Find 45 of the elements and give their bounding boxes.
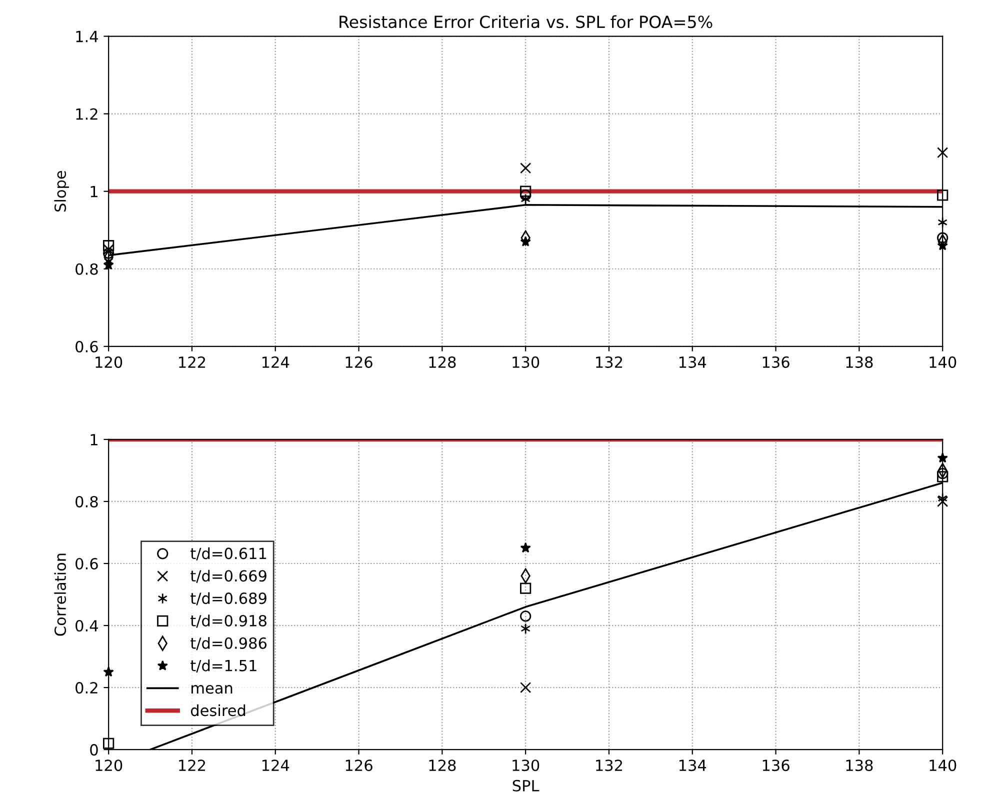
x-tick-label: 126 (346, 356, 372, 368)
y-tick-label: 0.4 (76, 620, 98, 632)
y-tick-label: 1.4 (76, 30, 98, 42)
x-tick-label: 130 (512, 760, 540, 772)
y-tick-label: 1.2 (76, 108, 98, 120)
legend-label: t/d=1.51 (190, 660, 256, 673)
legend-label: desired (190, 704, 246, 716)
x-tick-label: 120 (96, 356, 122, 368)
y-axis-title: Slope (54, 170, 69, 212)
y-tick-label: 1 (90, 434, 98, 446)
x-tick-label: 136 (762, 356, 790, 368)
y-tick-label: 0.6 (76, 558, 98, 570)
x-tick-label: 136 (762, 760, 790, 772)
y-tick-label: 0.8 (76, 263, 98, 275)
x-tick-label: 126 (346, 760, 372, 772)
legend-label: t/d=0.918 (190, 614, 266, 628)
x-tick-label: 122 (179, 760, 206, 771)
y-tick-label: 0.8 (76, 496, 98, 508)
legend-label: mean (192, 685, 232, 694)
x-tick-label: 138 (846, 760, 873, 772)
x-axis-title: SPL (512, 780, 540, 792)
x-tick-label: 134 (679, 356, 706, 368)
legend-label: t/d=0.689 (190, 592, 266, 606)
y-tick-label: 0.2 (76, 682, 98, 694)
x-tick-label: 124 (262, 760, 290, 771)
x-tick-label: 120 (96, 760, 122, 772)
y-tick-label: 0.6 (76, 340, 98, 352)
x-tick-label: 132 (596, 356, 622, 368)
x-tick-label: 122 (179, 356, 206, 368)
x-tick-label: 140 (930, 356, 956, 368)
x-tick-label: 134 (679, 760, 706, 772)
x-tick-label: 128 (429, 760, 456, 772)
legend-label: t/d=0.611 (190, 547, 266, 560)
chart-title: Resistance Error Criteria vs. SPL for POA=5% (340, 15, 712, 28)
y-tick-label: 0 (90, 744, 98, 756)
x-tick-label: 130 (512, 356, 540, 368)
x-tick-label: 124 (262, 356, 290, 368)
x-tick-label: 140 (930, 760, 956, 772)
y-tick-label: 1 (90, 186, 98, 198)
y-axis-title: Correlation (54, 554, 66, 636)
x-tick-label: 138 (846, 356, 873, 368)
legend-label: t/d=0.669 (190, 570, 266, 583)
x-tick-label: 128 (429, 356, 456, 368)
legend-label: t/d=0.986 (190, 637, 267, 650)
x-tick-label: 132 (596, 760, 622, 772)
